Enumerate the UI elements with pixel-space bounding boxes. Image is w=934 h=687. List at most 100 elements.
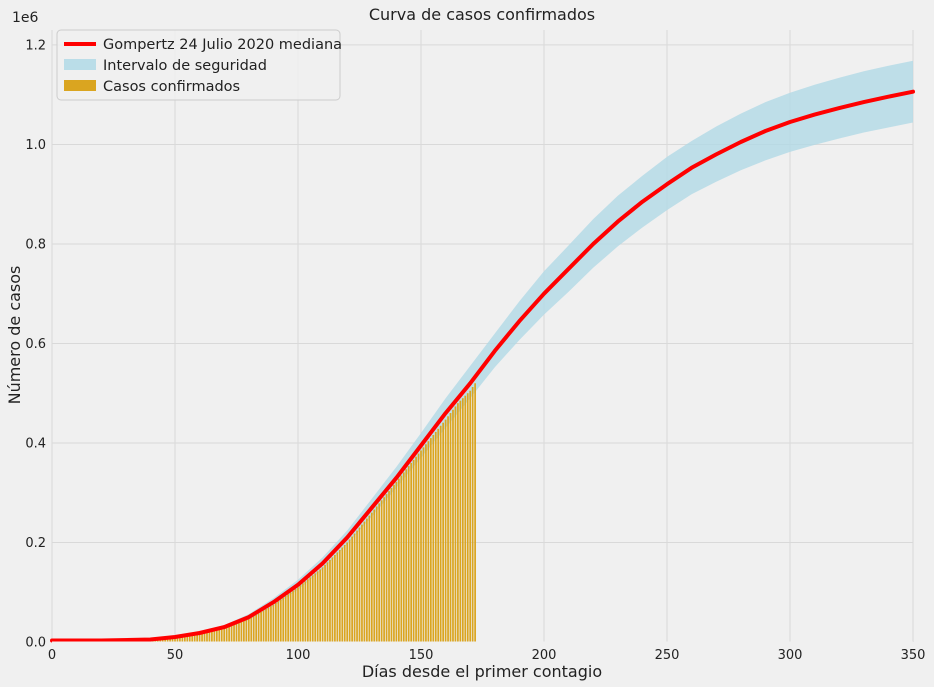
bar — [398, 478, 400, 642]
bar — [358, 527, 361, 642]
median-line-layer — [50, 89, 915, 643]
bar — [169, 638, 171, 642]
bar — [417, 453, 420, 642]
bar — [272, 604, 275, 642]
bar — [218, 629, 221, 642]
bar — [262, 610, 265, 642]
bar — [181, 636, 184, 642]
bar — [461, 398, 464, 642]
bar — [390, 487, 393, 642]
bar — [196, 634, 198, 642]
bar — [289, 592, 292, 642]
bar — [427, 441, 430, 642]
bar — [439, 425, 442, 642]
bar — [353, 533, 356, 642]
bar — [183, 636, 186, 642]
bar — [420, 450, 422, 642]
bar — [277, 601, 280, 642]
bar — [211, 631, 213, 642]
x-tick-label: 300 — [778, 648, 803, 663]
bar — [425, 444, 427, 642]
y-offset-label: 1e6 — [12, 10, 39, 26]
bar — [233, 624, 235, 642]
bar — [265, 609, 267, 642]
legend-swatch-band — [64, 59, 96, 70]
bar — [366, 518, 368, 642]
bar — [351, 536, 353, 642]
bar — [338, 549, 341, 642]
legend-swatch-bars — [64, 80, 96, 91]
bar — [412, 459, 415, 642]
bar — [383, 497, 385, 642]
bar — [378, 503, 381, 642]
bar — [235, 623, 238, 642]
bar — [255, 614, 258, 642]
bar — [161, 639, 164, 642]
chart-title: Curva de casos confirmados — [369, 5, 595, 24]
bar — [193, 635, 196, 642]
bar — [270, 606, 272, 642]
bar — [311, 575, 314, 642]
bar — [341, 547, 344, 642]
bar — [370, 512, 373, 642]
y-tick-label: 1.2 — [25, 38, 46, 53]
bar — [373, 509, 376, 642]
bar — [363, 521, 366, 642]
y-tick-label: 0.8 — [25, 237, 46, 252]
bar — [206, 632, 208, 642]
bar — [336, 552, 339, 642]
bar — [385, 494, 388, 642]
bar — [215, 630, 218, 642]
x-tick-label: 100 — [286, 648, 311, 663]
bar — [247, 619, 250, 642]
bar — [164, 638, 167, 642]
bar — [257, 613, 260, 642]
bar — [395, 481, 398, 642]
bar — [405, 469, 408, 642]
bar — [208, 632, 211, 642]
x-tick-label: 50 — [167, 648, 184, 663]
bar — [186, 636, 189, 642]
bar — [469, 390, 472, 642]
bar — [304, 581, 307, 642]
bar — [230, 625, 233, 642]
bar — [447, 416, 449, 642]
bar — [452, 409, 454, 642]
bar — [343, 544, 346, 642]
bar — [356, 530, 358, 642]
bar — [393, 484, 395, 642]
bar — [191, 635, 194, 642]
bar — [324, 564, 326, 642]
bar — [306, 579, 309, 642]
bar — [375, 506, 378, 642]
bar — [176, 637, 179, 642]
bar — [260, 611, 262, 642]
bar — [429, 438, 432, 642]
bar — [294, 589, 297, 642]
bar — [228, 626, 230, 642]
legend: Gompertz 24 Julio 2020 mediana Intervalo… — [56, 29, 342, 101]
bar — [316, 571, 319, 642]
bar — [321, 567, 324, 642]
bar — [314, 573, 317, 642]
bar — [243, 621, 245, 642]
bar — [437, 428, 440, 642]
bar — [213, 630, 216, 642]
bar — [309, 577, 312, 642]
y-tick-label: 0.4 — [25, 436, 46, 451]
bar — [279, 599, 282, 642]
bar — [361, 524, 363, 642]
y-tick-label: 0.6 — [25, 337, 46, 352]
bar — [179, 637, 181, 642]
bar — [319, 569, 321, 642]
y-tick-label: 0.2 — [25, 536, 46, 551]
bar — [415, 456, 417, 642]
bar — [368, 515, 371, 642]
bar — [454, 406, 457, 642]
bar — [474, 383, 476, 642]
bar — [220, 629, 223, 642]
x-tick-label: 200 — [532, 648, 557, 663]
bar — [174, 638, 176, 642]
